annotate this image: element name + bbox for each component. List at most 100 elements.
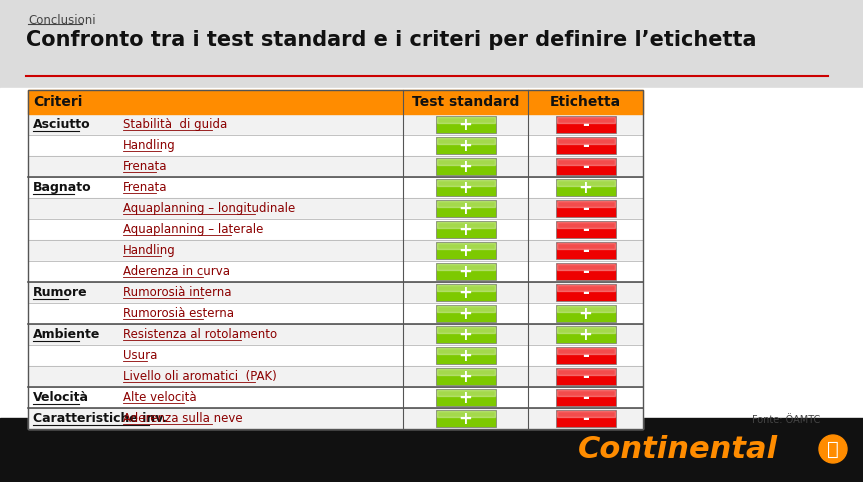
Bar (28, 282, 643, 303)
Text: +: + (458, 242, 472, 260)
Text: -: - (582, 410, 589, 428)
Circle shape (819, 435, 847, 463)
Text: +: + (458, 410, 472, 428)
Text: Usura: Usura (123, 349, 157, 362)
Text: -: - (582, 263, 589, 281)
FancyBboxPatch shape (436, 158, 495, 175)
FancyBboxPatch shape (556, 410, 615, 427)
Text: +: + (458, 200, 472, 218)
FancyBboxPatch shape (436, 221, 495, 238)
Bar (28, 387, 643, 408)
Text: +: + (458, 347, 472, 365)
Bar (557, 306, 614, 312)
Bar (557, 159, 614, 165)
FancyBboxPatch shape (436, 137, 495, 154)
Text: Aquaplanning – laterale: Aquaplanning – laterale (123, 223, 263, 236)
Text: Test standard: Test standard (412, 95, 520, 109)
Text: +: + (458, 263, 472, 281)
Bar (437, 180, 494, 187)
Text: Caratteristiche inv.: Caratteristiche inv. (33, 412, 167, 425)
Bar (557, 369, 614, 375)
FancyBboxPatch shape (436, 284, 495, 301)
Bar (437, 285, 494, 292)
FancyBboxPatch shape (436, 200, 495, 217)
Text: Fonte: ÖAMTC: Fonte: ÖAMTC (752, 415, 820, 425)
Bar (28, 261, 643, 282)
Text: Aderenza sulla neve: Aderenza sulla neve (123, 412, 243, 425)
Text: +: + (458, 284, 472, 302)
Text: -: - (582, 200, 589, 218)
Bar (437, 348, 494, 354)
Bar (0, 88, 863, 428)
FancyBboxPatch shape (436, 326, 495, 343)
FancyBboxPatch shape (436, 389, 495, 406)
FancyBboxPatch shape (556, 368, 615, 385)
Text: Aquaplanning – longitudinale: Aquaplanning – longitudinale (123, 202, 295, 215)
FancyBboxPatch shape (436, 305, 495, 322)
Text: -: - (582, 389, 589, 407)
Text: -: - (582, 137, 589, 155)
Bar (557, 411, 614, 417)
Bar (437, 117, 494, 123)
Bar (557, 201, 614, 207)
Bar (0, 0, 863, 88)
Text: Rumorosià esterna: Rumorosià esterna (123, 307, 234, 320)
Text: +: + (458, 221, 472, 239)
Text: -: - (582, 158, 589, 176)
Text: Bagnato: Bagnato (33, 181, 91, 194)
Text: Asciutto: Asciutto (33, 118, 91, 131)
Text: +: + (458, 158, 472, 176)
Bar (557, 327, 614, 334)
Bar (437, 243, 494, 250)
Bar (437, 201, 494, 207)
Text: -: - (582, 116, 589, 134)
Bar (28, 219, 643, 240)
FancyBboxPatch shape (556, 326, 615, 343)
Bar (557, 180, 614, 187)
FancyBboxPatch shape (556, 179, 615, 196)
Bar (557, 222, 614, 228)
FancyBboxPatch shape (556, 347, 615, 364)
Text: Etichetta: Etichetta (550, 95, 621, 109)
Bar (557, 285, 614, 292)
Text: Continental: Continental (578, 434, 778, 464)
Text: Criteri: Criteri (33, 95, 82, 109)
Text: -: - (582, 242, 589, 260)
Bar (437, 369, 494, 375)
FancyBboxPatch shape (436, 368, 495, 385)
Bar (557, 348, 614, 354)
Text: +: + (578, 326, 592, 344)
Text: +: + (458, 305, 472, 323)
Text: Handling: Handling (123, 244, 176, 257)
Bar (437, 159, 494, 165)
Text: -: - (582, 347, 589, 365)
Bar (557, 390, 614, 397)
Bar (28, 366, 643, 387)
Text: Velocità: Velocità (33, 391, 89, 404)
Bar (557, 117, 614, 123)
Bar (28, 114, 643, 135)
Bar (28, 90, 643, 114)
FancyBboxPatch shape (436, 263, 495, 280)
Bar (437, 138, 494, 145)
Bar (557, 138, 614, 145)
Bar (437, 222, 494, 228)
FancyBboxPatch shape (436, 179, 495, 196)
Text: Handling: Handling (123, 139, 176, 152)
FancyBboxPatch shape (556, 137, 615, 154)
FancyBboxPatch shape (436, 242, 495, 259)
FancyBboxPatch shape (556, 116, 615, 133)
Text: Livello oli aromatici  (PAK): Livello oli aromatici (PAK) (123, 370, 277, 383)
FancyBboxPatch shape (436, 410, 495, 427)
Text: +: + (578, 305, 592, 323)
Bar (557, 243, 614, 250)
Text: Aderenza in curva: Aderenza in curva (123, 265, 230, 278)
Text: +: + (458, 368, 472, 386)
Text: Frenata: Frenata (123, 160, 167, 173)
Text: Confronto tra i test standard e i criteri per definire l’etichetta: Confronto tra i test standard e i criter… (26, 30, 757, 50)
Bar (28, 198, 643, 219)
FancyBboxPatch shape (556, 284, 615, 301)
Bar (437, 306, 494, 312)
Text: Alte velocità: Alte velocità (123, 391, 197, 404)
Text: +: + (458, 179, 472, 197)
